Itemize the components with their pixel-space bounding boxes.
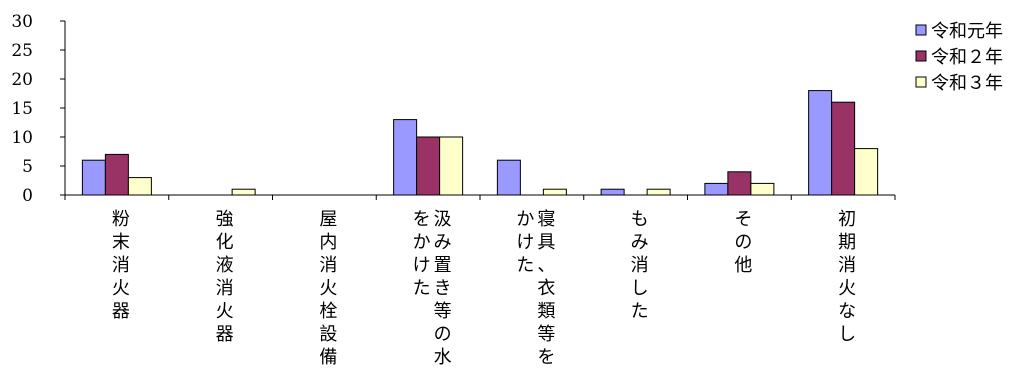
category-label-char: 強 [216,209,234,230]
category-label-char: 火 [112,278,130,299]
y-tick-label: 20 [11,70,33,90]
y-tick-label: 15 [11,99,33,119]
bar [393,119,418,196]
category-label-char: た [413,278,431,299]
category-label-char: 末 [112,232,130,253]
y-tick-label: 0 [22,186,33,206]
category-label-char: 消 [216,278,234,299]
category-label-char: 類 [537,301,555,322]
category-label-char: の [734,232,752,253]
legend-swatch [915,76,927,88]
bar [439,136,464,196]
legend-swatch [915,50,927,62]
category-label-char: 器 [216,324,234,345]
category-label-char: 他 [734,255,752,276]
bar [704,182,729,196]
bar [831,101,856,196]
category-label-char: 水 [434,347,452,368]
category-label-char: み [434,232,452,253]
category-label-char: 内 [319,232,337,253]
category-label-char: 火 [216,301,234,322]
category-label-char: 衣 [537,278,555,299]
category-label-char: 消 [838,255,856,276]
bar [81,159,106,196]
category-label-char: 火 [319,278,337,299]
bar [127,177,152,196]
category-label-char: し [631,278,649,299]
bar [416,136,441,196]
axes: 0 5 10 15 20 25 30 [11,12,896,206]
category-label-char: 液 [216,255,234,276]
category-label-char: の [434,324,452,345]
bar [727,171,752,196]
legend-label: 令和２年 [931,47,1003,68]
category-label-char: 等 [434,301,452,322]
category-label-char: も [631,209,649,230]
category-label-char: 器 [112,301,130,322]
category-label-char: み [631,232,649,253]
bar [104,153,129,196]
category-label-char: 寝 [537,209,555,230]
category-label-char: 具 [537,232,555,253]
bar [542,188,567,196]
category-label-char: 初 [838,209,856,230]
bar [231,188,256,196]
category-label-char: 火 [838,278,856,299]
y-tick-label: 10 [11,128,33,148]
bar [646,188,671,196]
y-tick-label: 5 [22,157,33,177]
bars [81,90,879,196]
category-label-char: け [413,255,431,276]
category-label-char: け [516,232,534,253]
category-label-char: 等 [537,324,555,345]
category-labels: 粉末消火器強化液消火器屋内消火栓設備汲み置き等の水をかけた寝具、衣類等をかけたも… [112,209,856,368]
category-label-char: 汲 [434,209,452,230]
category-label-char: 化 [216,232,234,253]
category-label-char: 屋 [319,209,337,230]
bar [854,148,879,196]
category-label-char: そ [734,209,752,230]
category-label-char: た [516,255,534,276]
category-label-char: 期 [838,232,856,253]
category-label-char: 消 [631,255,649,276]
category-label-char: か [516,209,534,230]
legend-swatch [915,24,927,36]
bar [808,90,833,196]
y-tick-label: 25 [11,41,33,61]
bar [600,188,625,196]
category-label-char: 置 [434,255,452,276]
category-label-char: き [434,278,452,299]
category-label-char: 備 [319,347,337,368]
category-label-char: か [413,232,431,253]
category-label-char: 設 [319,324,337,345]
category-label-char: た [631,301,649,322]
y-tick-label: 30 [11,12,33,32]
bar [496,159,521,196]
category-label-char: な [838,301,856,322]
category-label-char: し [838,324,856,345]
legend-label: 令和元年 [931,21,1003,42]
legend-label: 令和３年 [931,73,1003,94]
category-label-char: 消 [112,255,130,276]
category-label-char: 栓 [319,301,337,322]
bar [750,182,775,196]
category-label-char: 、 [537,255,555,276]
category-label-char: 粉 [112,209,130,230]
category-label-char: 消 [319,255,337,276]
category-label-char: を [413,209,431,230]
category-label-char: を [537,347,555,368]
